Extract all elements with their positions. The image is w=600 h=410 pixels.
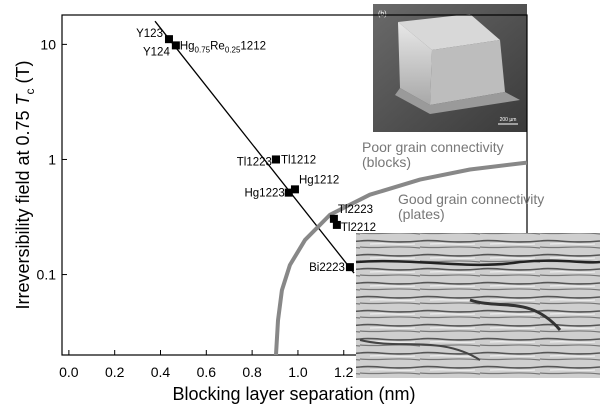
point-label: Bi2223 bbox=[309, 262, 345, 274]
y-axis-label-part: c bbox=[23, 88, 37, 94]
y-tick-label: 1 bbox=[48, 151, 56, 167]
point bbox=[329, 214, 338, 223]
y-tick-label: 0.1 bbox=[37, 267, 57, 283]
x-tick-label: 0.6 bbox=[197, 364, 217, 380]
line bbox=[154, 20, 355, 274]
inset-block-top bbox=[398, 14, 500, 50]
point-label: Hg1212 bbox=[299, 174, 339, 186]
point-label-part: Re bbox=[210, 40, 225, 52]
point-label: Y123 bbox=[136, 28, 163, 40]
point-label: Tl1223 bbox=[237, 156, 272, 168]
annotation: Poor grain connectivity bbox=[362, 139, 504, 155]
point bbox=[171, 41, 180, 50]
inset-crack bbox=[355, 259, 600, 267]
y-tick-label: 10 bbox=[40, 36, 56, 52]
annotation: (plates) bbox=[398, 206, 445, 222]
x-tick-label: 0.2 bbox=[105, 364, 125, 380]
point-label: Tl2212 bbox=[341, 222, 376, 234]
x-tick-label: 0.0 bbox=[59, 364, 79, 380]
inset-sem: (b)200 µm bbox=[373, 4, 527, 132]
point-label-part: 0.75 bbox=[195, 45, 211, 54]
point-label: Tl1212 bbox=[281, 154, 316, 166]
point bbox=[271, 155, 280, 164]
inset-scale-label: 200 µm bbox=[500, 117, 517, 123]
point-label-part: Hg bbox=[180, 40, 195, 52]
y-axis-label-part: Irreversibility field at 0.75 bbox=[13, 105, 33, 309]
inset-block-side bbox=[430, 40, 505, 105]
y-axis-label-part: T bbox=[13, 92, 33, 105]
line bbox=[273, 160, 527, 355]
point-label: Y124 bbox=[143, 46, 170, 58]
inset-micrograph bbox=[355, 233, 600, 378]
point-label-part: 1212 bbox=[240, 40, 266, 52]
point-label: Hg1223 bbox=[244, 188, 284, 200]
point-label-part: 0.25 bbox=[225, 45, 241, 54]
y-axis-label-part: (T) bbox=[13, 60, 33, 88]
x-tick-label: 0.4 bbox=[151, 364, 171, 380]
plot-clip bbox=[154, 20, 527, 355]
point bbox=[284, 188, 293, 197]
x-tick-label: 1.2 bbox=[334, 364, 354, 380]
annotation: Good grain connectivity bbox=[398, 191, 544, 207]
annotation: (blocks) bbox=[362, 154, 411, 170]
point bbox=[332, 220, 341, 229]
inset-crack bbox=[359, 339, 481, 361]
x-tick-label: 0.8 bbox=[242, 364, 262, 380]
point bbox=[290, 185, 299, 194]
inset-bg bbox=[356, 233, 600, 378]
inset-block-base bbox=[395, 88, 520, 114]
y-axis-label: Irreversibility field at 0.75 Tc (T) bbox=[13, 60, 37, 309]
point-label: Tl2223 bbox=[338, 204, 373, 216]
point-label: Hg0.75Re0.251212 bbox=[180, 40, 266, 54]
point bbox=[164, 35, 173, 44]
x-tick-label: 1.0 bbox=[288, 364, 308, 380]
inset-block-front bbox=[398, 22, 432, 105]
axes-frame bbox=[61, 14, 528, 356]
inset-crack bbox=[469, 298, 562, 331]
x-axis-label: Blocking layer separation (nm) bbox=[172, 384, 415, 404]
point bbox=[345, 263, 354, 272]
